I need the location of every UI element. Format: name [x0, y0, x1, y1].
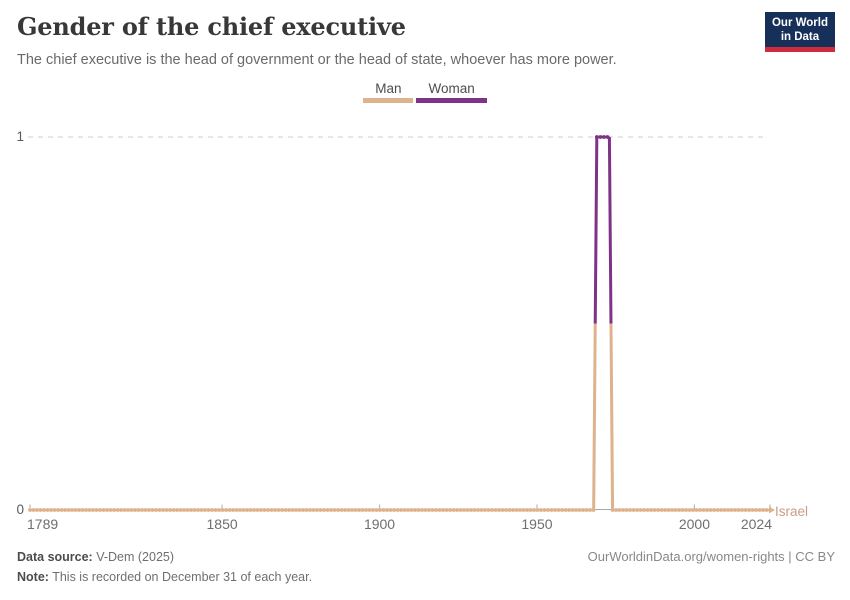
series-entity-label: Israel: [775, 504, 809, 519]
legend-label-man: Man: [375, 81, 402, 96]
chart-footer: Data source: V-Dem (2025) Note: This is …: [17, 547, 312, 587]
note-label: Note:: [17, 570, 49, 584]
chart-subtitle: The chief executive is the head of gover…: [17, 52, 617, 68]
owid-logo-line2: in Data: [780, 30, 820, 43]
chart-legend: Man Woman: [0, 81, 850, 103]
legend-item-woman[interactable]: Woman: [416, 81, 487, 103]
x-axis-tick-label: 2024: [740, 516, 772, 532]
owid-logo-line1: Our World: [771, 17, 828, 29]
note-line: Note: This is recorded on December 31 of…: [17, 567, 312, 587]
y-axis-tick-label: 1: [16, 129, 24, 145]
data-source-label: Data source:: [17, 550, 93, 564]
legend-item-man[interactable]: Man: [363, 81, 414, 103]
owid-logo[interactable]: Our World in Data: [764, 12, 835, 52]
data-source-line: Data source: V-Dem (2025): [17, 547, 312, 567]
note-value: This is recorded on December 31 of each …: [48, 570, 313, 584]
legend-label-woman: Woman: [428, 81, 475, 96]
y-axis-tick-label: 0: [16, 502, 24, 518]
x-axis-tick-label: 1850: [206, 516, 238, 532]
data-source-value: V-Dem (2025): [92, 550, 175, 564]
x-axis-tick-label: 1900: [363, 516, 396, 532]
legend-swatch-man: [363, 98, 414, 103]
owid-citation-link[interactable]: OurWorldinData.org/women-rights | CC BY: [587, 549, 835, 564]
page-title: Gender of the chief executive: [17, 12, 406, 41]
x-axis-tick-label: 2000: [678, 516, 710, 532]
legend-swatch-woman: [416, 98, 487, 103]
x-axis-tick-label: 1950: [521, 516, 553, 532]
x-axis-tick-label: 1789: [27, 516, 59, 532]
x-axis: 1789 1850 1900 1950 2000 2024: [0, 516, 850, 532]
